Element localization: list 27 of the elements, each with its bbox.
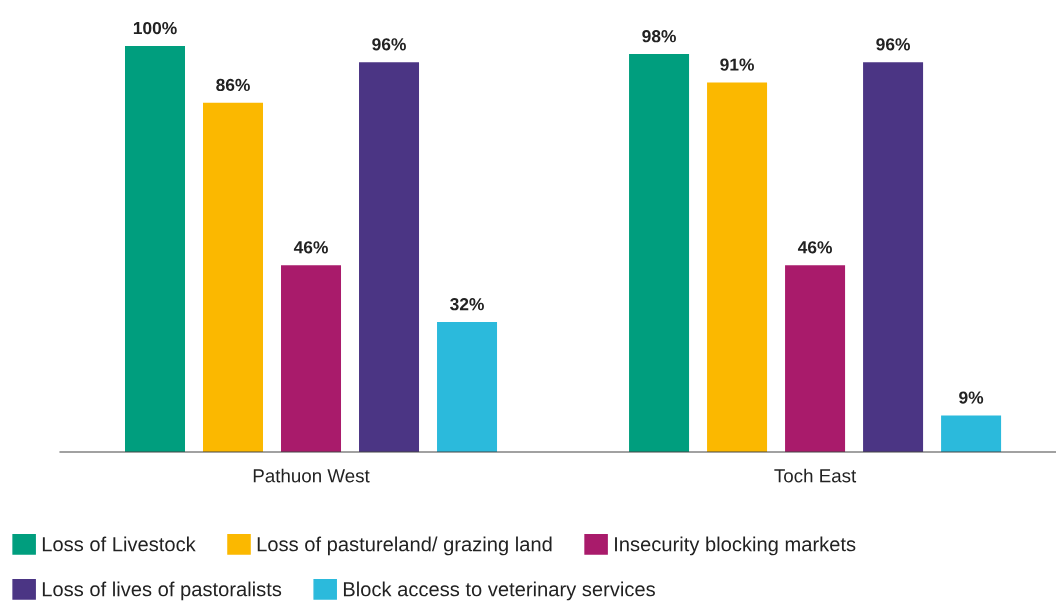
- legend-label: Loss of Livestock: [42, 536, 196, 552]
- bar: [863, 62, 924, 452]
- data-label: 46%: [797, 241, 832, 254]
- bar: [437, 322, 498, 452]
- bar: [941, 415, 1002, 452]
- legend-label: Block access to veterinary services: [343, 581, 655, 601]
- data-label: 98%: [642, 30, 676, 43]
- legend-label: Loss of lives of pastoralists: [42, 581, 282, 601]
- data-label: 46%: [293, 241, 328, 254]
- legend-label: Loss of pastureland/ grazing land: [257, 536, 552, 556]
- bar: [125, 46, 185, 452]
- data-label: 32%: [450, 298, 484, 311]
- data-label: 100%: [133, 21, 177, 35]
- data-label: 96%: [372, 38, 406, 51]
- data-label: 9%: [959, 391, 984, 404]
- bar: [707, 82, 768, 452]
- bar: [629, 54, 690, 452]
- x-tick-label: Toch East: [774, 468, 857, 483]
- bar: [281, 265, 342, 452]
- data-label: 96%: [876, 38, 910, 51]
- legend-label: Insecurity blocking markets: [615, 536, 856, 556]
- bar: [203, 102, 264, 452]
- data-label: 91%: [720, 58, 754, 71]
- x-tick-label: Pathuon West: [253, 468, 370, 483]
- bar: [785, 265, 846, 452]
- bar: [359, 62, 420, 452]
- data-label: 86%: [216, 78, 250, 92]
